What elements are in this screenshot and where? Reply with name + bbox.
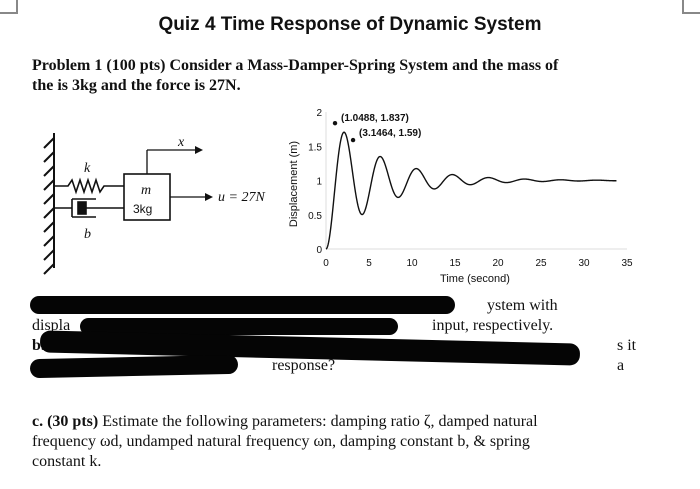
x-tick-label: 5 — [366, 258, 372, 269]
part-a-visible-text-2: displa — [32, 317, 71, 334]
chart-axes — [325, 112, 627, 250]
y-tick-label: 1 — [316, 177, 322, 188]
spring-k-label: k — [84, 161, 91, 176]
part-c-line-2: frequency ωd, undamped natural frequency… — [32, 433, 530, 450]
x-tick-label: 20 — [492, 258, 504, 269]
part-c-line-1: c. (30 pts) Estimate the following param… — [32, 412, 644, 432]
redaction-mark-1 — [30, 296, 455, 314]
peak-marker — [332, 120, 338, 126]
y-axis-label: Displacement (m) — [288, 141, 300, 227]
chart-ticks: 0 5 10 15 20 25 30 35 0 0.5 1 1.5 2 — [308, 108, 633, 269]
corner-bracket-right — [682, 0, 700, 14]
x-tick-label: 30 — [578, 258, 590, 269]
problem-statement: Problem 1 (100 pts) Consider a Mass-Damp… — [32, 56, 644, 96]
part-a: ystem with displa input, respectively. — [32, 296, 644, 336]
peak-marker — [350, 137, 356, 143]
y-tick-label: 0.5 — [308, 211, 322, 222]
part-a-line-2: displa input, respectively. — [32, 316, 644, 336]
part-a-line-1: ystem with — [32, 296, 644, 316]
x-tick-label: 25 — [535, 258, 547, 269]
part-c-line-3: constant k. — [32, 453, 102, 470]
force-arrow — [170, 193, 213, 201]
part-b-visible-text-2: response? — [272, 357, 336, 374]
part-b-visible-text-1: s it a — [617, 337, 637, 374]
displacement-arrow — [146, 146, 203, 174]
chart-annotations: (1.0488, 1.837) (3.1464, 1.59) — [332, 113, 421, 143]
x-tick-label: 10 — [406, 258, 418, 269]
part-c-text-1: Estimate the following parameters: dampi… — [102, 413, 538, 430]
y-tick-label: 0 — [316, 245, 322, 256]
x-label: x — [177, 135, 185, 150]
y-tick-label: 1.5 — [308, 142, 322, 153]
corner-bracket-left — [0, 0, 18, 14]
x-tick-label: 35 — [621, 258, 633, 269]
part-b-line-2: response? — [32, 356, 644, 376]
x-axis-label: Time (second) — [440, 273, 510, 285]
x-tick-label: 15 — [449, 258, 461, 269]
part-b: b. s it a response? — [32, 336, 644, 376]
part-a-visible-text-1: ystem with — [487, 297, 558, 314]
damper-b-label: b — [84, 227, 91, 242]
redaction-mark-2 — [80, 318, 398, 335]
y-tick-label: 2 — [316, 108, 322, 119]
page-title: Quiz 4 Time Response of Dynamic System — [158, 14, 542, 35]
spring — [54, 177, 124, 195]
part-c-label: c. (30 pts) — [32, 413, 99, 430]
mass-m-label: m — [141, 183, 151, 198]
series-line — [325, 131, 617, 250]
part-a-visible-text-3: input, respectively. — [432, 317, 554, 334]
damper — [54, 198, 124, 218]
problem-line-2: the is 3kg and the force is 27N. — [32, 77, 241, 94]
force-label: u = 27N — [218, 190, 265, 205]
peak-annotation-label: (1.0488, 1.837) — [341, 113, 409, 124]
problem-line-1: Problem 1 (100 pts) Consider a Mass-Damp… — [32, 57, 559, 74]
x-tick-label: 0 — [323, 258, 329, 269]
mass-value-label: 3kg — [133, 202, 152, 216]
wall — [43, 133, 55, 275]
peak-annotation-label: (3.1464, 1.59) — [359, 128, 421, 139]
part-c: c. (30 pts) Estimate the following param… — [32, 412, 644, 472]
